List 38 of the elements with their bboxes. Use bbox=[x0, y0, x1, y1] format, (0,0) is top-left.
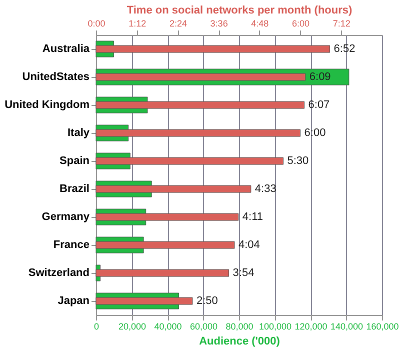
data-label: 6:07 bbox=[308, 99, 330, 111]
data-label: 3:54 bbox=[232, 267, 254, 279]
y-tick-label: Switzerland bbox=[28, 267, 90, 279]
x-tick-label: 160,000 bbox=[366, 322, 399, 332]
x2-tick-label: 6:00 bbox=[292, 18, 310, 28]
x-tick-label: 20,000 bbox=[118, 322, 146, 332]
x-tick-label: 40,000 bbox=[154, 322, 182, 332]
x-tick-label: 80,000 bbox=[226, 322, 254, 332]
x2-tick-label: 2:24 bbox=[169, 18, 187, 28]
x2-tick-label: 0:00 bbox=[88, 18, 106, 28]
data-label: 4:04 bbox=[238, 239, 260, 251]
data-label: 6:52 bbox=[334, 43, 356, 55]
x2-axis-title: Time on social networks per month (hours) bbox=[126, 4, 352, 16]
data-label: 4:33 bbox=[254, 183, 276, 195]
y-tick-label: France bbox=[53, 239, 90, 251]
x2-tick-label: 4:48 bbox=[251, 18, 269, 28]
x2-tick-label: 1:12 bbox=[128, 18, 146, 28]
x2-tick-label: 7:12 bbox=[332, 18, 350, 28]
x-tick-label: 0 bbox=[94, 322, 100, 332]
y-tick-label: United Kingdom bbox=[4, 99, 90, 111]
data-label: 6:00 bbox=[304, 127, 326, 139]
y-tick-label: Australia bbox=[42, 43, 90, 55]
y-tick-label: Japan bbox=[58, 295, 90, 307]
y-tick-label: UnitedStates bbox=[22, 71, 90, 83]
x-tick-label: 60,000 bbox=[190, 322, 218, 332]
y-tick-label: Spain bbox=[60, 155, 90, 167]
y-tick-label: Italy bbox=[67, 127, 90, 139]
x-tick-label: 100,000 bbox=[258, 322, 292, 332]
x-axis-title: Audience ('000) bbox=[199, 336, 280, 348]
data-label: 2:50 bbox=[196, 295, 218, 307]
data-label: 5:30 bbox=[287, 155, 309, 167]
data-label: 6:09 bbox=[309, 71, 331, 83]
y-tick-label: Brazil bbox=[60, 183, 90, 195]
x-tick-label: 140,000 bbox=[330, 322, 364, 332]
x2-tick-label: 3:36 bbox=[210, 18, 228, 28]
y-tick-label: Germany bbox=[42, 211, 90, 223]
x-tick-label: 120,000 bbox=[294, 322, 328, 332]
data-label: 4:11 bbox=[242, 211, 264, 223]
